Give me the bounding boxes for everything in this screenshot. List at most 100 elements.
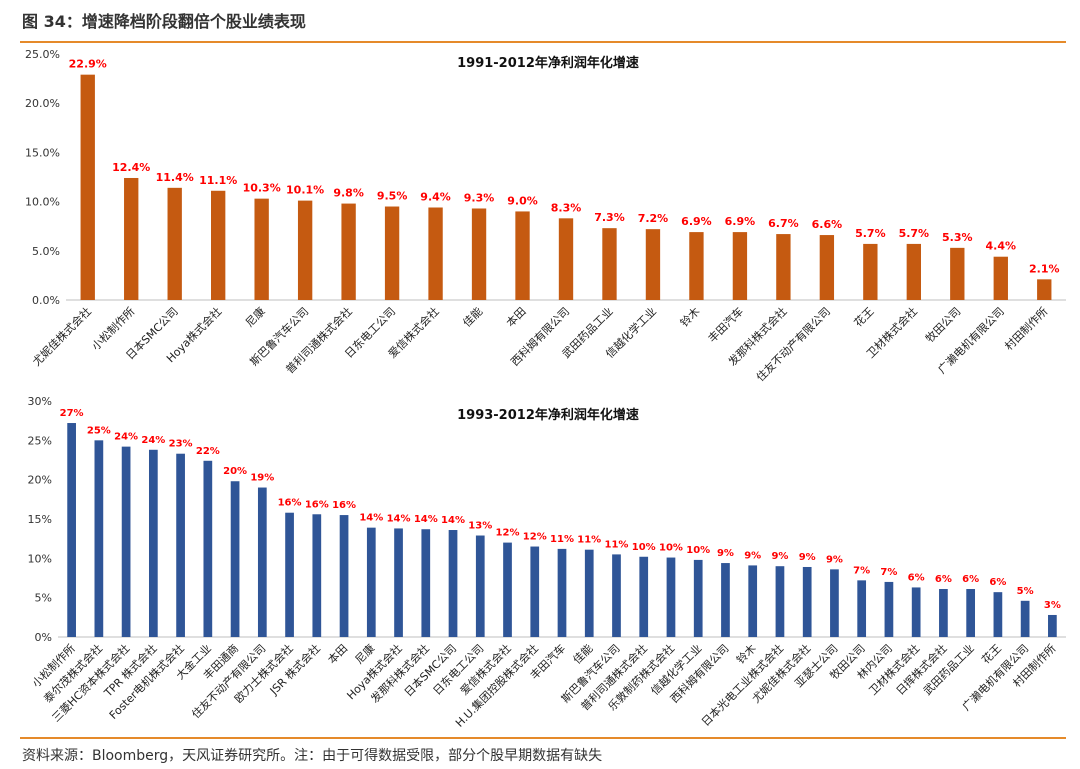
data-label: 14% (387, 513, 411, 524)
y-tick-label: 0.0% (32, 294, 60, 307)
bar (775, 566, 785, 637)
bar (884, 581, 894, 637)
bar (148, 449, 158, 637)
data-label: 10.1% (286, 184, 324, 197)
data-label: 11% (577, 535, 601, 546)
data-label: 5.7% (899, 227, 930, 240)
data-label: 14% (359, 513, 383, 524)
data-label: 9% (826, 554, 843, 565)
figure-title: 图 34：增速降档阶段翻倍个股业绩表现 (22, 12, 306, 31)
bar (394, 528, 403, 637)
data-label: 6% (908, 572, 925, 583)
data-label: 7.2% (638, 212, 669, 225)
data-label: 9% (799, 552, 816, 563)
bar (515, 211, 530, 300)
bar (297, 200, 313, 300)
bar (693, 559, 703, 637)
y-tick-label: 25% (28, 434, 52, 447)
bar (230, 481, 240, 637)
bar (384, 206, 400, 300)
data-label: 16% (305, 499, 329, 510)
bar (339, 515, 349, 637)
category-label: 牧田公司 (922, 304, 963, 345)
data-label: 12% (496, 528, 520, 539)
data-label: 6.9% (725, 215, 756, 228)
chart-title: 1993-2012年净利润年化增速 (457, 407, 639, 423)
bar (1048, 614, 1057, 637)
y-tick-label: 10.0% (25, 196, 60, 209)
data-label: 12.4% (112, 161, 150, 174)
bar (428, 207, 443, 300)
bar (124, 177, 139, 300)
bar (584, 549, 594, 637)
bar (689, 232, 704, 300)
chart-title: 1991-2012年净利润年化增速 (457, 55, 639, 71)
y-tick-label: 0% (35, 631, 52, 644)
bar (257, 487, 267, 637)
data-label: 5.3% (942, 231, 973, 244)
y-tick-label: 15% (28, 513, 52, 526)
data-label: 22% (196, 446, 220, 457)
bar (602, 228, 617, 300)
bar (67, 423, 76, 637)
data-label: 24% (114, 432, 138, 443)
data-label: 6.7% (768, 217, 799, 230)
y-tick-label: 15.0% (25, 146, 60, 159)
y-tick-label: 20.0% (25, 97, 60, 110)
bar (639, 556, 649, 637)
data-label: 4.4% (986, 240, 1017, 253)
bar (666, 557, 676, 637)
data-label: 11% (605, 539, 629, 550)
bar (475, 535, 485, 637)
data-label: 7.3% (594, 211, 625, 224)
bar (966, 589, 976, 637)
data-label: 6% (962, 574, 979, 585)
data-label: 9.3% (464, 191, 495, 204)
data-label: 9.5% (377, 190, 408, 203)
bar (341, 203, 356, 300)
data-label: 9.8% (333, 187, 364, 200)
y-tick-label: 25.0% (25, 48, 60, 61)
bar (285, 512, 294, 637)
data-label: 9.4% (420, 191, 451, 204)
chart-net-profit-1993-2012: 1993-2012年净利润年化增速 0% 5% 10% 15% 20% 25% 30% 27%… (28, 395, 1066, 730)
bar (471, 208, 487, 300)
bar (121, 446, 131, 637)
bar (176, 453, 185, 637)
bar (819, 235, 835, 300)
bar (748, 565, 758, 637)
source-note: 资料来源：Bloomberg，天风证券研究所。注：由于可得数据受限，部分个股早期… (22, 748, 603, 764)
data-label: 14% (414, 514, 438, 525)
bar (366, 527, 376, 637)
data-label: 12% (523, 532, 547, 543)
category-label: 村田制作所 (1002, 304, 1051, 353)
top-divider (20, 41, 1066, 43)
data-label: 9% (771, 551, 788, 562)
data-label: 9.0% (507, 194, 538, 207)
data-label: 11.1% (199, 174, 237, 187)
bar (94, 440, 104, 637)
data-label: 27% (60, 408, 84, 419)
bar (857, 580, 867, 637)
bar (721, 563, 730, 637)
bar (939, 589, 948, 637)
bar (448, 530, 458, 637)
bar (503, 542, 512, 637)
data-label: 7% (853, 565, 870, 576)
bar (906, 243, 921, 300)
bar (950, 247, 965, 300)
data-label: 23% (169, 439, 193, 450)
bar (203, 460, 213, 637)
category-label: 佳能 (460, 304, 485, 329)
chart-net-profit-1991-2012: 1991-2012年净利润年化增速 0.0% 5.0% 10.0% 15.0% 20.0… (25, 48, 1066, 382)
bar (254, 198, 269, 300)
data-label: 10% (686, 545, 710, 556)
bar (312, 514, 322, 637)
bar (557, 548, 567, 637)
data-label: 16% (332, 500, 356, 511)
data-label: 14% (441, 515, 465, 526)
bar (211, 190, 226, 300)
data-label: 7% (880, 567, 897, 578)
category-label: 尤妮佳株式会社 (30, 304, 94, 368)
bar (993, 256, 1008, 300)
